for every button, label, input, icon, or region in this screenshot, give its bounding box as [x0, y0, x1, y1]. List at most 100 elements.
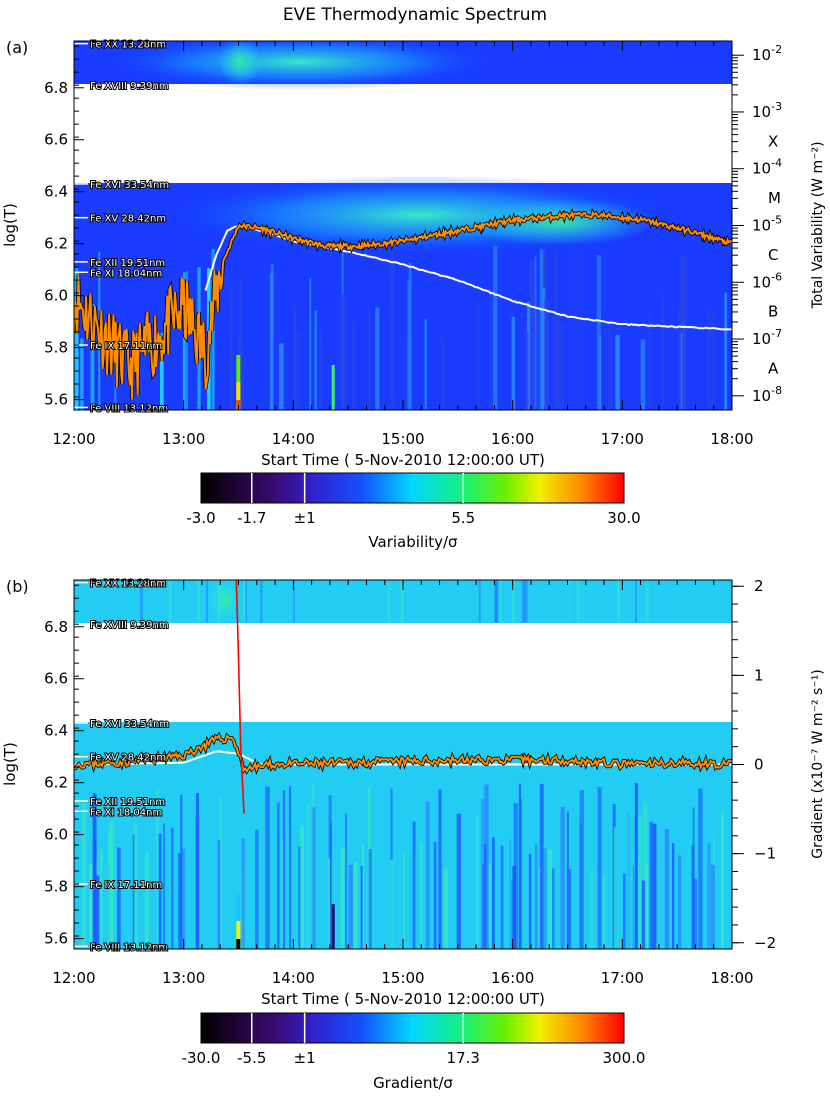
heatmap-stripe: [443, 868, 448, 949]
heatmap-stripe: [107, 833, 111, 949]
colorbar-tick-label: 300.0: [603, 1049, 646, 1067]
heatmap-stripe: [544, 298, 549, 410]
colorbar-b-title: Gradient/σ: [373, 1074, 453, 1092]
y2-tick-exponent: -4: [771, 157, 782, 170]
heatmap-a-stripes: [74, 244, 728, 410]
colorbar-tick-label: ±1: [294, 1049, 316, 1067]
heatmap-stripe: [590, 869, 594, 949]
flare-class-label: X: [768, 132, 778, 150]
heatmap-stripe: [168, 580, 172, 623]
heatmap-stripe: [597, 787, 602, 949]
y2-tick-label: 1: [754, 666, 764, 684]
flare-class-label: C: [768, 246, 778, 264]
heatmap-a-gap: [74, 84, 732, 183]
heatmap-stripe: [616, 580, 621, 623]
heatmap-stripe: [707, 843, 711, 949]
heatmap-stripe: [260, 580, 263, 623]
heatmap-stripe: [318, 327, 322, 410]
x-tick-label: 17:00: [601, 430, 644, 448]
y2-tick-exponent: -8: [771, 384, 782, 397]
flare-class-label: B: [768, 303, 778, 321]
heatmap-stripe: [511, 580, 515, 623]
flare-class-label: A: [768, 359, 779, 377]
heatmap-stripe: [677, 855, 682, 949]
colorbar-b: -30.0 -5.5 ±1 17.3 300.0 Gradient/σ: [182, 1012, 646, 1092]
heatmap-stripe: [158, 833, 162, 949]
heatmap-stripe: [341, 293, 345, 410]
x-axis-a: 12:00 13:00 14:00 15:00 16:00 17:00 18:00: [52, 41, 754, 448]
y2-tick-label: 10-4: [752, 157, 782, 178]
heatmap-stripe: [568, 580, 571, 623]
colorbar-tick-label: -3.0: [186, 509, 215, 527]
heatmap-stripe: [599, 335, 602, 410]
heatmap-stripe: [664, 829, 670, 949]
heatmap-stripe: [698, 788, 703, 949]
heatmap-hotspot: [236, 921, 241, 949]
heatmap-stripe: [478, 580, 481, 623]
y2-tick-exponent: -7: [771, 327, 782, 340]
heatmap-stripe: [298, 846, 301, 949]
y-tick-label: 6.8: [44, 618, 68, 636]
heatmap-stripe: [270, 264, 274, 410]
heatmap-stripe: [626, 813, 629, 949]
y-tick-label: 5.6: [44, 391, 68, 409]
heatmap-stripe: [219, 797, 223, 949]
x-tick-label: 13:00: [162, 430, 205, 448]
heatmap-stripe: [182, 272, 186, 410]
y-axis-a: 5.6 5.8 6.0 6.2 6.4 6.6 6.8: [44, 45, 84, 411]
heatmap-stripe: [412, 821, 416, 949]
heatmap-stripe: [311, 784, 315, 949]
y-tick-label: 6.4: [44, 722, 68, 740]
heatmap-hotspot: [331, 365, 335, 410]
heatmap-a-hot-emission: [100, 41, 500, 90]
heatmap-stripe: [145, 851, 149, 949]
heatmap-stripe: [293, 580, 295, 623]
y2-tick-label: 10-6: [752, 270, 782, 291]
heatmap-stripe: [477, 302, 480, 410]
heatmap-stripe: [615, 334, 620, 410]
heatmap-stripe: [608, 319, 612, 410]
heatmap-stripe: [245, 580, 248, 623]
heatmap-stripe: [679, 257, 682, 410]
heatmap-stripe: [710, 864, 715, 949]
x-tick-label: 16:00: [491, 969, 534, 987]
heatmap-stripe: [75, 267, 79, 410]
heatmap-stripe: [292, 305, 296, 410]
heatmap-stripe: [117, 847, 121, 949]
heatmap-stripe: [648, 312, 652, 410]
y2-tick-label: −1: [754, 845, 776, 863]
heatmap-stripe: [419, 842, 423, 949]
heatmap-stripe: [521, 580, 525, 623]
heatmap-stripe: [255, 829, 259, 949]
heatmap-stripe: [526, 332, 529, 410]
heatmap-stripe: [543, 847, 547, 949]
line-label: Fe IX 17.11nm: [90, 341, 162, 352]
heatmap-stripe: [217, 839, 222, 949]
heatmap-stripe: [493, 246, 498, 410]
heatmap-stripe: [476, 812, 479, 949]
heatmap-stripe: [672, 843, 675, 949]
heatmap-stripe: [345, 813, 347, 949]
heatmap-stripe: [622, 873, 626, 949]
heatmap-stripe: [559, 322, 565, 410]
heatmap-stripe: [163, 823, 165, 949]
heatmap-stripe: [534, 844, 538, 949]
heatmap-stripe: [693, 878, 698, 949]
heatmap-stripe: [433, 842, 437, 949]
heatmap-stripe: [156, 788, 159, 949]
colorbar-tick-label: ±1: [294, 509, 316, 527]
heatmap-stripe: [539, 249, 544, 410]
line-label: Fe XVI 33.54nm: [90, 719, 169, 730]
y-axis-b: 5.6 5.8 6.0 6.2 6.4 6.6 6.8: [44, 584, 84, 950]
y2-tick-label: 0: [754, 756, 764, 774]
colorbar-a: -3.0 -1.7 ±1 5.5 30.0 Variability/σ: [186, 472, 641, 551]
heatmap-stripe: [539, 783, 544, 949]
x-axis-b: 12:00 13:00 14:00 15:00 16:00 17:00 18:00: [52, 580, 754, 987]
y2-tick-exponent: -6: [771, 270, 782, 283]
line-label: Fe XV 28.42nm: [90, 753, 166, 764]
heatmap-stripe: [662, 292, 665, 410]
heatmap-stripe: [360, 866, 363, 949]
line-label: Fe XI 18.04nm: [90, 807, 162, 818]
heatmap-stripe: [180, 794, 183, 949]
